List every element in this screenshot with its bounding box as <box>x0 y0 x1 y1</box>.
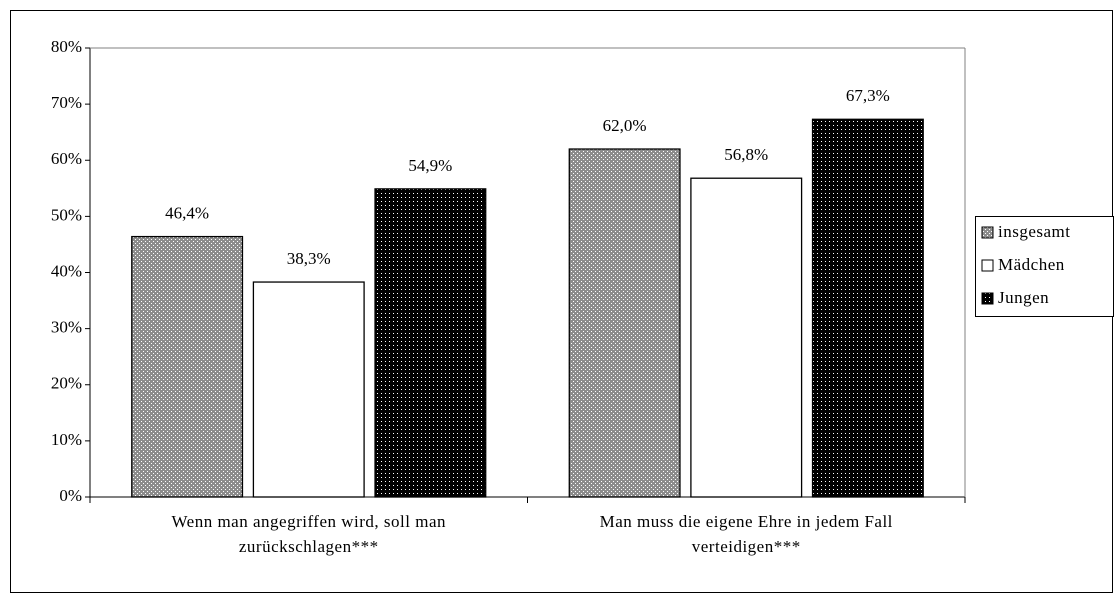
x-label-box: Man muss die eigene Ehre in jedem Fall v… <box>599 512 893 556</box>
legend-label: insgesamt <box>998 222 1071 241</box>
y-tick-label: 60% <box>51 149 82 168</box>
bar <box>568 148 681 498</box>
value-label: 46,4% <box>165 203 209 222</box>
bar <box>690 177 803 498</box>
legend-swatch <box>981 259 994 272</box>
legend-label: Mädchen <box>998 255 1065 274</box>
y-tick-label: 30% <box>51 318 82 337</box>
value-label: 38,3% <box>287 249 331 268</box>
value-label: 56,8% <box>724 145 768 164</box>
value-label: 67,3% <box>846 86 890 105</box>
bar <box>374 188 487 498</box>
bar <box>811 118 924 498</box>
bar <box>131 235 244 498</box>
y-tick-label: 0% <box>59 486 82 505</box>
y-tick-label: 70% <box>51 93 82 112</box>
legend-swatch <box>981 292 994 305</box>
x-tick-label: Man muss die eigene Ehre in jedem Fall v… <box>599 512 893 556</box>
y-tick-label: 10% <box>51 430 82 449</box>
x-tick-label: Wenn man angegriffen wird, soll man zurü… <box>171 512 447 556</box>
value-label: 62,0% <box>603 116 647 135</box>
y-tick-label: 40% <box>51 261 82 280</box>
y-tick-label: 20% <box>51 374 82 393</box>
value-label: 54,9% <box>408 156 452 175</box>
y-tick-label: 50% <box>51 205 82 224</box>
bar <box>252 281 365 498</box>
legend-swatch <box>981 226 994 239</box>
y-tick-label: 80% <box>51 37 82 56</box>
x-label-box: Wenn man angegriffen wird, soll man zurü… <box>171 512 447 556</box>
legend-box <box>975 216 1114 317</box>
legend-label: Jungen <box>998 288 1049 307</box>
